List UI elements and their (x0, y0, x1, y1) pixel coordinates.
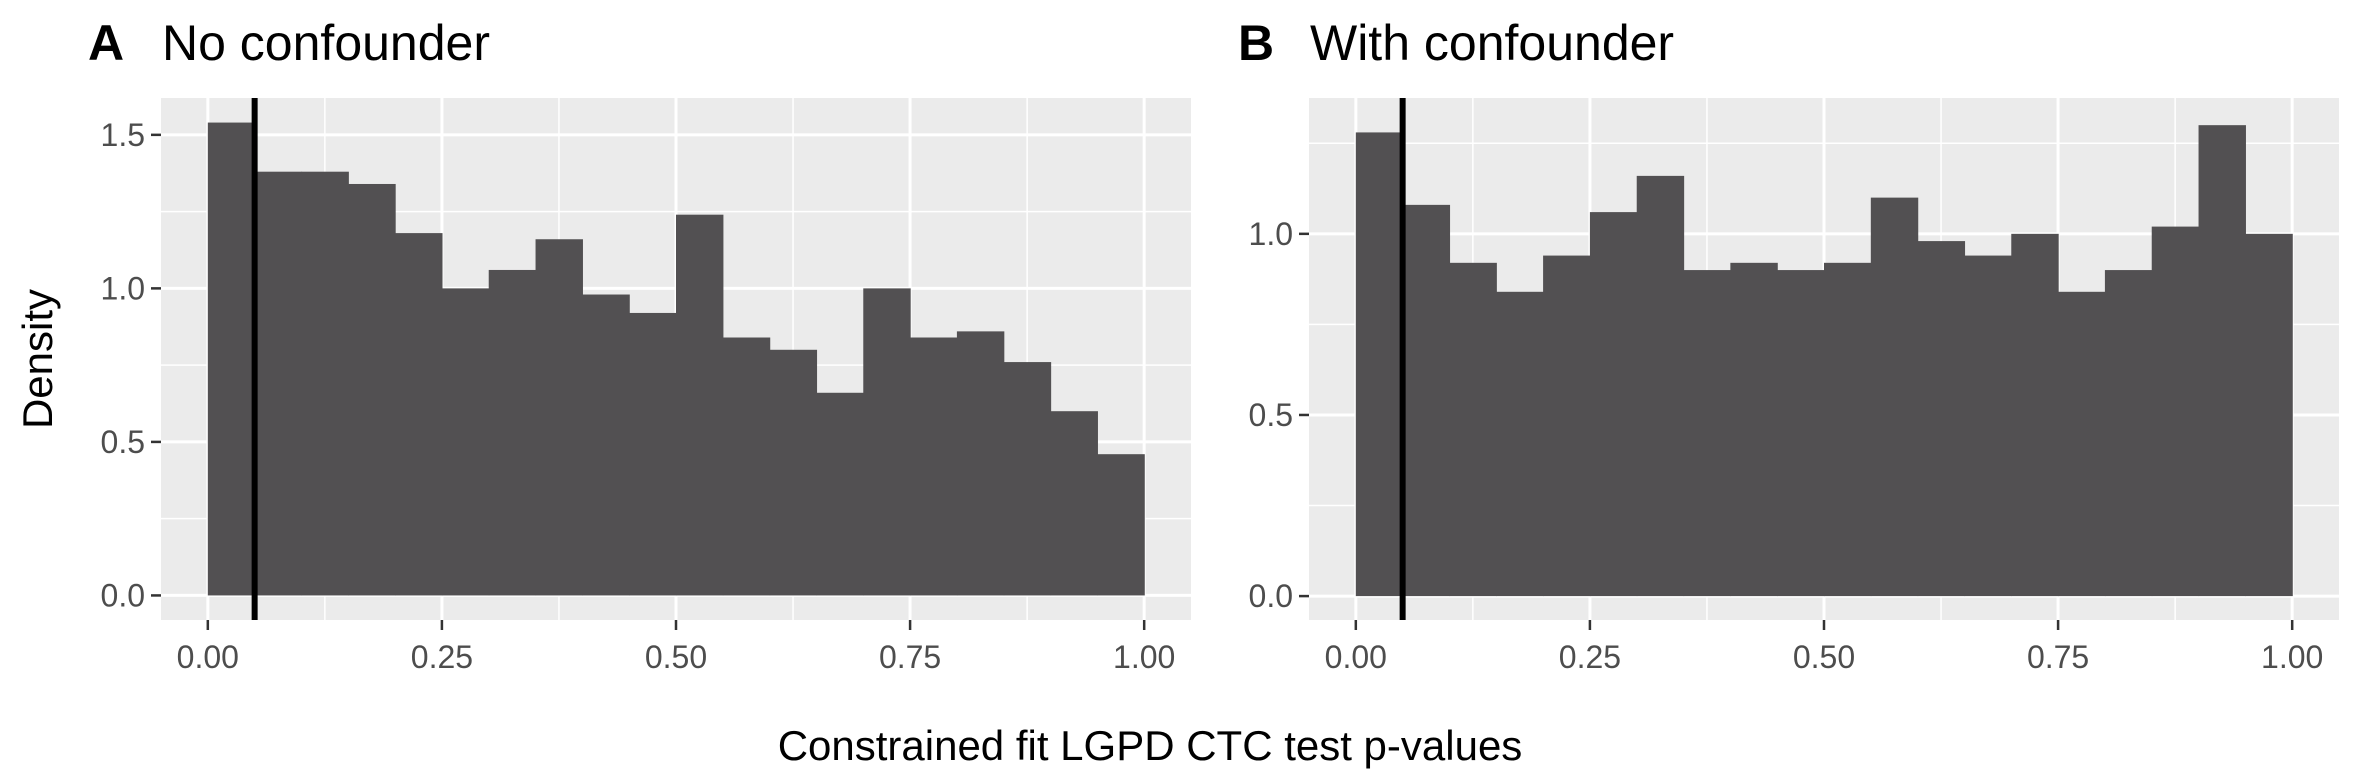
panel-b-bar (1730, 262, 1778, 597)
panel-b-bar (1496, 291, 1544, 597)
panel-a-x-tick-label: 1.00 (1113, 639, 1175, 675)
panel-a-x-tick-label: 0.75 (879, 639, 941, 675)
panel-a-bar (722, 337, 771, 596)
panel-a-bar (956, 331, 1005, 596)
panel-b-bar (1355, 132, 1404, 597)
panel-a-bar (910, 337, 958, 596)
panel-a-bar (254, 171, 303, 596)
panel-a-letter: A (88, 15, 124, 71)
panel-b-bar (1449, 262, 1497, 597)
panel-b-bar (1964, 255, 2012, 597)
panel-b-bar (1636, 175, 1685, 597)
panel-a-y-tick-label: 0.0 (101, 577, 145, 613)
panel-b-x-axis: 0.00 0.25 0.50 0.75 1.00 (1325, 620, 2323, 675)
x-axis-title: Constrained fit LGPD CTC test p-values (778, 722, 1523, 769)
panel-a-bar (582, 294, 630, 596)
panel-a-title: No confounder (162, 15, 490, 71)
panel-a-bar (629, 312, 677, 596)
panel-a-bar (1003, 362, 1052, 596)
panel-b-bar (2245, 233, 2293, 597)
panel-b-x-tick-label: 0.25 (1559, 639, 1621, 675)
panel-a-bar (1050, 411, 1098, 596)
panel-a-bar (535, 239, 583, 596)
panel-b-x-tick-label: 0.00 (1325, 639, 1387, 675)
panel-a-bar (1097, 454, 1145, 596)
panel-a-y-tick-label: 1.5 (101, 117, 145, 153)
panel-b-bar (2151, 226, 2200, 597)
panel-a-y-tick-label: 0.5 (101, 424, 145, 460)
panel-a-x-tick-label: 0.00 (177, 639, 239, 675)
panel-b-bar (1543, 255, 1591, 597)
panel-b-bar (2011, 233, 2059, 597)
panel-a-bar (488, 269, 537, 596)
panel-a: A No confounder 0.0 0.5 1.0 1.5 0.00 0.25 0.5… (88, 15, 1191, 675)
panel-b-bar (1683, 270, 1731, 597)
panel-a-bars (207, 122, 1145, 596)
panel-a-bar (348, 183, 396, 596)
panel-b-bar (1870, 197, 1919, 597)
panel-a-bar (395, 233, 443, 596)
panel-b-bar (1589, 212, 1638, 597)
panel-a-x-tick-label: 0.25 (411, 639, 473, 675)
panel-b: B With confounder 0.0 0.5 1.0 0.00 0.25 0.50… (1238, 15, 2339, 675)
panel-b-bar (2198, 125, 2246, 597)
panel-a-bar (676, 214, 724, 596)
panel-a-y-tick-label: 1.0 (101, 270, 145, 306)
panel-b-bar (1917, 241, 1966, 597)
panel-a-bar (816, 392, 864, 596)
panel-b-x-tick-label: 0.50 (1793, 639, 1855, 675)
panel-a-bar (301, 171, 349, 596)
panel-a-bar (769, 349, 818, 596)
panel-b-letter: B (1238, 15, 1274, 71)
panel-a-bar (207, 122, 256, 596)
panel-b-bar (1777, 270, 1825, 597)
panel-b-y-axis: 0.0 0.5 1.0 (1249, 216, 1309, 614)
y-axis-title: Density (14, 289, 61, 429)
panel-b-bar (1402, 204, 1451, 597)
panel-a-y-axis: 0.0 0.5 1.0 1.5 (101, 117, 161, 613)
panel-b-x-tick-label: 0.75 (2027, 639, 2089, 675)
panel-a-bar (863, 288, 911, 596)
panel-b-y-tick-label: 1.0 (1249, 216, 1293, 252)
panel-b-y-tick-label: 0.5 (1249, 397, 1293, 433)
panel-b-y-tick-label: 0.0 (1249, 578, 1293, 614)
panel-b-bars (1355, 125, 2293, 597)
panel-b-bar (2104, 270, 2153, 597)
panel-b-bar (1824, 262, 1872, 597)
panel-b-title: With confounder (1310, 15, 1674, 71)
panel-a-x-tick-label: 0.50 (645, 639, 707, 675)
panel-b-x-tick-label: 1.00 (2261, 639, 2323, 675)
panel-a-x-axis: 0.00 0.25 0.50 0.75 1.00 (177, 620, 1175, 675)
panel-a-bar (441, 288, 490, 596)
panel-b-bar (2058, 291, 2106, 597)
